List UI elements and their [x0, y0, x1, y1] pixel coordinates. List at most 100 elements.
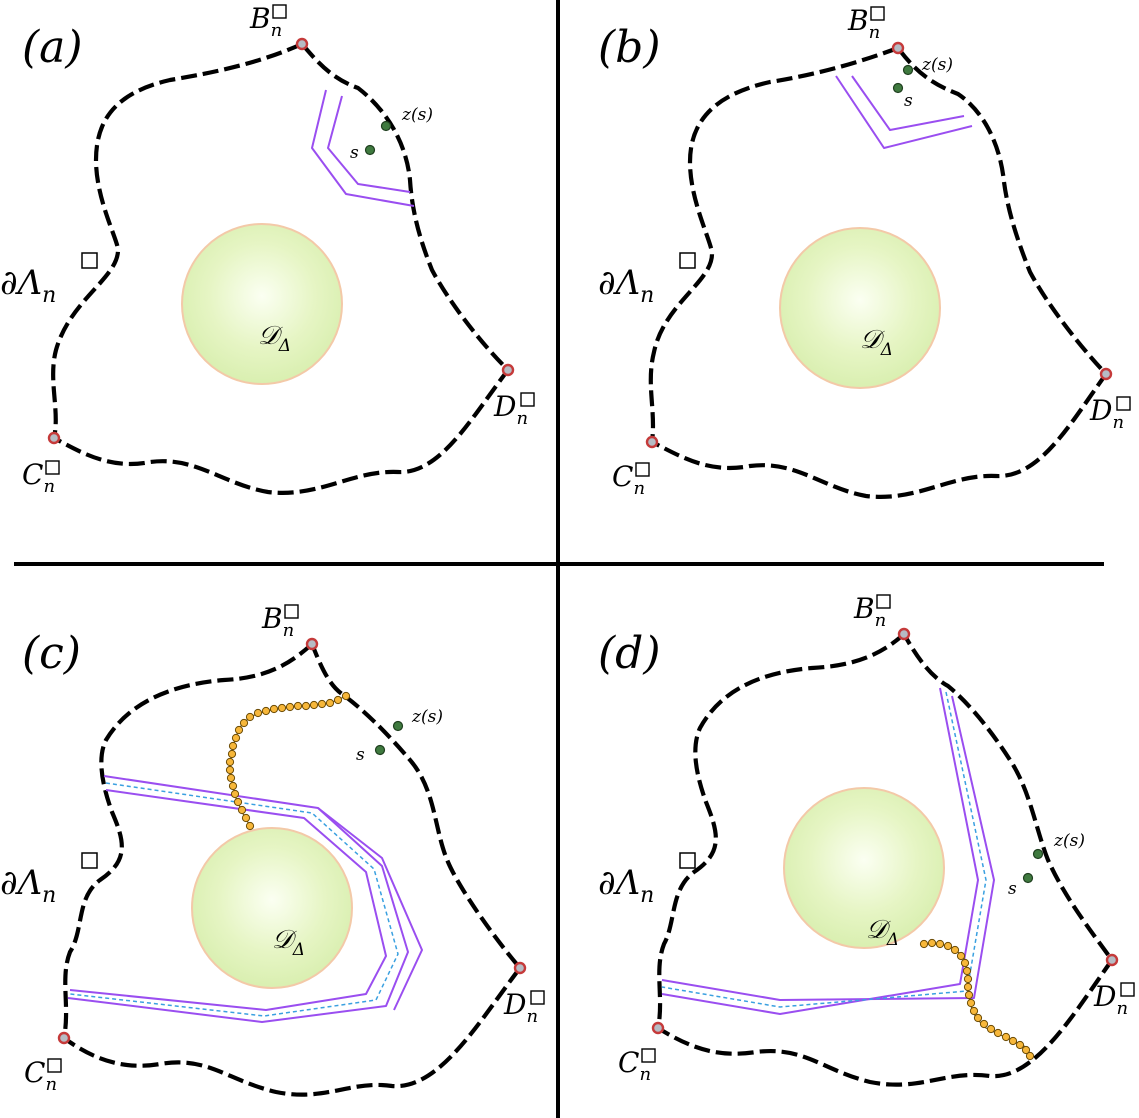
walk-dot — [227, 749, 237, 759]
walk-dot — [301, 701, 311, 711]
walk-dot — [956, 951, 966, 961]
walk-dot — [966, 998, 976, 1008]
corridor-outer — [661, 687, 979, 1015]
walk-dot — [234, 725, 244, 735]
corner-c-label: Cn — [24, 1056, 57, 1095]
corner-b-label: Bn — [249, 2, 282, 41]
z-point — [380, 120, 392, 132]
walk-dot — [285, 702, 295, 712]
corner-d-label: Dn — [493, 390, 528, 429]
corner-d-marker — [513, 961, 527, 975]
walk-dot — [979, 1019, 989, 1029]
corridor-outer-edge — [317, 807, 423, 1011]
s-point — [374, 744, 386, 756]
domain-disk — [779, 227, 941, 389]
panel-c: (c) 𝒟Δ — [0, 602, 545, 1097]
z-point — [902, 64, 914, 76]
corner-c-marker — [651, 1021, 665, 1035]
box-symbol-b — [870, 6, 885, 21]
walk-dot — [943, 941, 953, 951]
walk-dot — [317, 699, 327, 709]
walk-dot — [269, 704, 279, 714]
walk-dot — [1021, 1045, 1031, 1055]
panel-label: (a) — [22, 22, 83, 73]
walk-dot — [245, 821, 255, 831]
walk-dot — [230, 789, 240, 799]
corner-b-marker — [891, 41, 905, 55]
boundary-label: ∂Λn — [598, 263, 654, 308]
box-symbol-d — [530, 990, 545, 1005]
corner-b-marker — [295, 37, 309, 51]
walk-dot — [333, 695, 343, 705]
walk-dot — [245, 712, 255, 722]
walk-dot — [225, 757, 235, 767]
walk-dot — [950, 945, 960, 955]
box-symbol-c — [45, 460, 60, 475]
s-point — [364, 144, 376, 156]
boundary-label: ∂Λn — [0, 263, 56, 308]
box-symbol-b — [284, 604, 299, 619]
domain-label: 𝒟Δ — [866, 915, 899, 950]
walk-dot — [963, 982, 973, 992]
boundary-label: ∂Λn — [598, 863, 654, 908]
walk-dot — [231, 733, 241, 743]
s-point — [1022, 872, 1034, 884]
z-point — [1032, 848, 1044, 860]
walk-dot — [225, 765, 235, 775]
domain-disk — [783, 787, 945, 949]
box-symbol-boundary — [81, 252, 98, 269]
corridor-inner — [327, 95, 411, 193]
box-symbol-d — [1120, 982, 1135, 997]
boundary-curve — [61, 641, 523, 1097]
panel-b: (b) 𝒟Δ Bn Cn Dn ∂Λn z(s) s — [598, 4, 1131, 499]
corridor-upper-inner — [69, 789, 387, 1011]
corner-c-label: Cn — [22, 458, 55, 497]
random-walk-dots — [919, 938, 1035, 1061]
box-symbol-c — [635, 462, 650, 477]
corner-c-label: Cn — [612, 460, 645, 499]
corner-d-marker — [1105, 953, 1119, 967]
walk-dot — [228, 781, 238, 791]
walk-dot — [1008, 1036, 1018, 1046]
corner-c-marker — [645, 435, 659, 449]
box-symbol-c — [47, 1058, 62, 1073]
walk-dot — [963, 974, 973, 984]
walk-dot — [1025, 1051, 1035, 1061]
walk-dot — [228, 741, 238, 751]
corner-d-label: Dn — [1089, 394, 1124, 433]
corner-b-label: Bn — [847, 4, 880, 43]
s-label: s — [350, 143, 359, 163]
corridor-midline — [69, 782, 399, 1017]
corridor-outer — [835, 75, 973, 149]
walk-dot — [277, 703, 287, 713]
corner-b-marker — [897, 627, 911, 641]
domain-disk — [181, 223, 343, 385]
walk-dot — [309, 700, 319, 710]
walk-dot — [253, 708, 263, 718]
walk-dot — [237, 805, 247, 815]
s-label: s — [904, 91, 913, 111]
corner-c-marker — [47, 431, 61, 445]
box-symbol-boundary — [679, 852, 696, 869]
walk-dot — [935, 939, 945, 949]
z-label: z(s) — [411, 707, 443, 727]
box-symbol-b — [272, 4, 287, 19]
walk-dot — [341, 691, 351, 701]
walk-dot — [964, 990, 974, 1000]
walk-dot — [986, 1024, 996, 1034]
panel-a: (a) 𝒟Δ Bn Cn Dn ∂Λn z(s) s — [0, 2, 535, 497]
corridor-inner — [851, 75, 965, 131]
random-walk-dots — [225, 691, 351, 831]
z-label: z(s) — [921, 55, 953, 75]
corner-d-marker — [1099, 367, 1113, 381]
box-symbol-b — [876, 594, 891, 609]
corner-d-label: Dn — [503, 988, 538, 1027]
corner-b-marker — [305, 637, 319, 651]
walk-dot — [226, 773, 236, 783]
corridor-outer — [311, 89, 415, 207]
walk-dot — [919, 939, 929, 949]
walk-dot — [960, 958, 970, 968]
walk-dot — [927, 938, 937, 948]
walk-dot — [241, 813, 251, 823]
